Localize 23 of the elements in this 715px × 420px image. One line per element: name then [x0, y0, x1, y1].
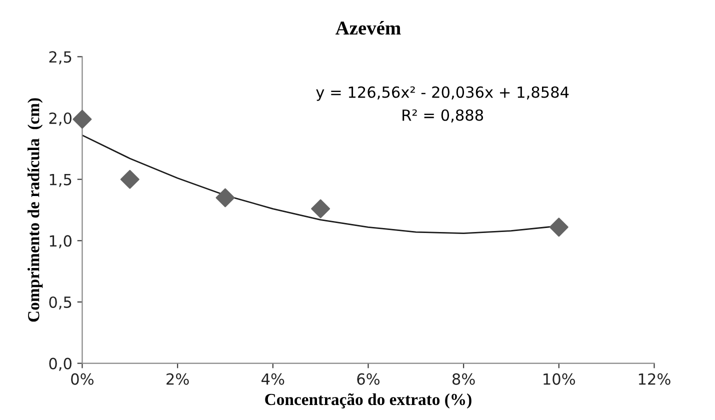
y-tick-label: 1,5: [50, 174, 72, 187]
x-tick-label: 6%: [357, 373, 380, 385]
x-tick-label: 0%: [71, 373, 94, 385]
annotation: y = 126,56x² - 20,036x + 1,8584: [316, 86, 569, 101]
y-tick-label: 0,5: [49, 296, 72, 310]
x-tick-label: 10%: [544, 373, 576, 385]
point: [311, 199, 330, 218]
x-tick-label: 4%: [262, 373, 284, 385]
x-axis-title: Concentração do extrato (%): [265, 393, 472, 409]
point: [549, 218, 568, 237]
chart-title: Azevém: [335, 20, 401, 35]
point: [120, 170, 140, 189]
y-tick-label: 2,0: [49, 112, 72, 126]
y-tick-label: 1,0: [50, 235, 72, 248]
x-tick-label: 8%: [452, 373, 475, 385]
x-tick-label: 2%: [166, 373, 189, 385]
y-axis-title: Comprimento de radícula (cm): [28, 98, 43, 322]
point: [72, 110, 92, 129]
x-tick-label: 12%: [638, 373, 670, 385]
annotation: R² = 0,888: [402, 109, 484, 122]
point: [216, 188, 235, 208]
y-tick-label: 0,0: [49, 358, 72, 371]
y-tick-label: 2,5: [49, 51, 72, 64]
